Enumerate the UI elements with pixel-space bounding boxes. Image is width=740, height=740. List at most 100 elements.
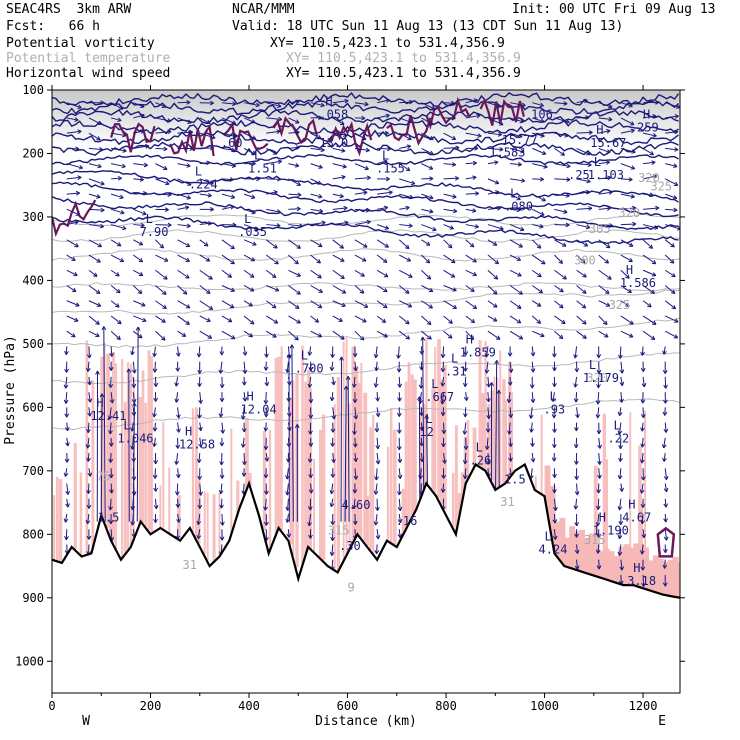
- wind-arrow-head: [294, 259, 299, 265]
- wind-arrow-shaft: [443, 193, 457, 198]
- cloud-column: [419, 406, 422, 502]
- wind-arrow-shaft: [133, 130, 145, 134]
- wind-arrow-head: [276, 223, 281, 228]
- wind-arrow-shaft: [620, 193, 635, 198]
- wind-arrow: [110, 330, 121, 341]
- wind-arrow: [509, 147, 525, 154]
- wind-arrow: [332, 147, 346, 153]
- wind-arrow-head: [152, 442, 157, 447]
- wind-arrow: [352, 392, 358, 403]
- wind-arrow-head: [586, 151, 591, 156]
- wind-arrow-head: [582, 273, 587, 278]
- wind-arrow-head: [198, 426, 203, 432]
- pv-contour-label: 1.5: [98, 511, 120, 525]
- wind-arrow-head: [382, 303, 388, 309]
- wind-arrow-head: [208, 275, 213, 280]
- wind-arrow-shaft: [576, 224, 591, 229]
- wind-arrow-shaft: [110, 483, 113, 494]
- wind-arrow: [288, 285, 301, 295]
- wind-arrow: [532, 147, 547, 156]
- wind-arrow-shaft: [330, 483, 334, 494]
- wind-arrow-shaft: [663, 346, 666, 355]
- wind-arrow-shaft: [354, 163, 369, 170]
- wind-arrow: [243, 254, 256, 262]
- wind-arrow: [598, 190, 613, 195]
- theta-contour-label: 320: [638, 171, 660, 185]
- wind-arrow-head: [651, 259, 657, 265]
- theta-contour-label: 31: [183, 558, 197, 572]
- wind-arrow-shaft: [199, 285, 211, 294]
- wind-arrow-head: [184, 205, 190, 211]
- wind-arrow-head: [508, 457, 513, 462]
- wind-arrow-shaft: [133, 145, 149, 149]
- wind-arrow-shaft: [664, 254, 675, 264]
- wind-arrow-head: [196, 353, 202, 358]
- wind-arrow-head: [230, 244, 235, 250]
- wind-arrow: [155, 254, 169, 262]
- wind-arrow-shaft: [177, 224, 191, 227]
- wind-arrow-head: [331, 381, 336, 386]
- wind-arrow-shaft: [554, 163, 571, 168]
- wind-arrow-head: [95, 332, 100, 338]
- wind-arrow: [639, 453, 645, 464]
- wind-arrow-shaft: [354, 239, 368, 248]
- wind-arrow: [108, 437, 114, 447]
- wind-arrow: [199, 160, 211, 166]
- wind-arrow: [266, 330, 277, 338]
- wind-arrow-shaft: [487, 315, 498, 322]
- wind-arrow-head: [167, 129, 172, 135]
- pv-extremum-marker: H: [596, 123, 603, 137]
- cloud-column: [360, 362, 363, 539]
- wind-arrow: [66, 208, 81, 216]
- wind-arrow: [132, 402, 137, 522]
- wind-arrow-shaft: [464, 453, 467, 465]
- wind-arrow-shaft: [265, 392, 267, 404]
- wind-arrow-head: [551, 443, 557, 448]
- wind-arrow: [421, 254, 431, 264]
- wind-arrow-shaft: [421, 300, 433, 309]
- wind-arrow: [554, 269, 567, 280]
- pv-extremum-marker: L: [614, 418, 621, 432]
- wind-arrow-shaft: [66, 285, 77, 293]
- wind-arrow-head: [628, 257, 633, 263]
- wind-arrow-head: [530, 458, 536, 463]
- pv-contour-label: 7.90: [140, 225, 169, 239]
- wind-arrow: [665, 147, 679, 152]
- wind-arrow-head: [441, 474, 446, 479]
- wind-arrow: [377, 176, 390, 182]
- wind-arrow-head: [87, 381, 92, 386]
- wind-arrow: [640, 346, 645, 356]
- pv-contour-label: 12.58: [179, 438, 215, 452]
- wind-arrow-head: [582, 320, 587, 325]
- wind-arrow: [399, 99, 414, 105]
- wind-arrow: [552, 468, 557, 478]
- wind-arrow-head: [219, 536, 225, 541]
- wind-arrow: [310, 239, 323, 248]
- wind-arrow: [598, 315, 608, 326]
- wind-arrow-shaft: [133, 315, 147, 322]
- wind-arrow: [196, 529, 202, 540]
- wind-arrow: [354, 190, 368, 196]
- wind-arrow-shaft: [154, 376, 157, 387]
- wind-arrow-shaft: [465, 300, 477, 310]
- wind-arrow: [155, 117, 172, 123]
- wind-arrow-head: [318, 208, 324, 214]
- wind-arrow: [508, 453, 513, 462]
- wind-arrow-shaft: [576, 147, 591, 156]
- wind-arrow-head: [351, 383, 357, 388]
- y-tick-label: 800: [22, 527, 44, 541]
- theta-contour-label: 300: [574, 254, 596, 268]
- wind-arrow: [463, 361, 468, 372]
- wind-arrow-head: [561, 242, 567, 247]
- wind-arrow-head: [108, 366, 114, 371]
- cloud-column: [404, 381, 408, 532]
- wind-arrow: [398, 330, 410, 340]
- wind-arrow: [155, 239, 164, 249]
- wind-arrow: [85, 361, 91, 372]
- wind-arrow: [576, 130, 593, 135]
- wind-arrow-head: [340, 257, 345, 262]
- wind-arrow-shaft: [620, 483, 623, 492]
- wind-arrow-head: [429, 120, 434, 126]
- wind-arrow: [88, 147, 104, 152]
- wind-arrow-head: [518, 290, 523, 295]
